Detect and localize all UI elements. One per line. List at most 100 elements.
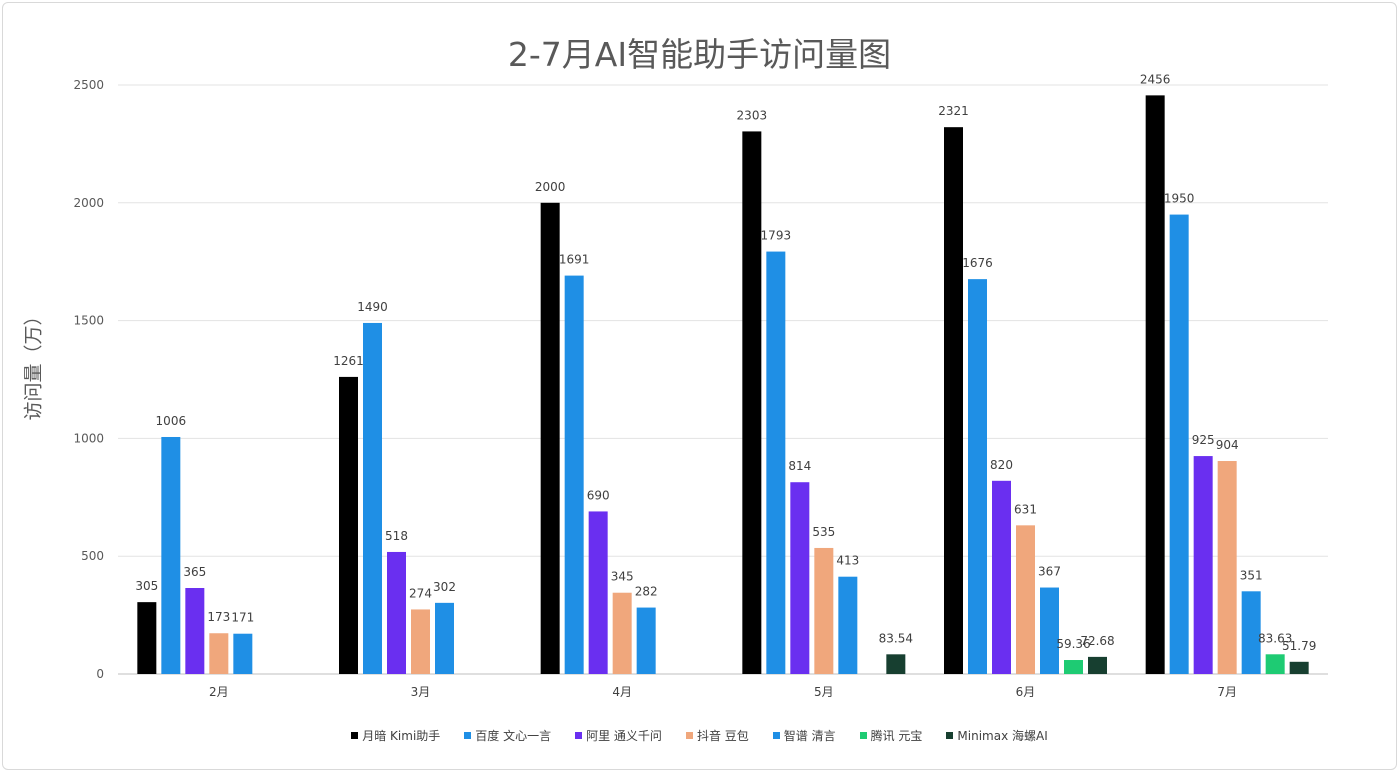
- data-label: 631: [1014, 502, 1037, 516]
- bar: [564, 275, 584, 674]
- data-label: 1691: [559, 253, 590, 267]
- bar: [209, 633, 229, 674]
- bar: [790, 482, 810, 674]
- legend: 月暗 Kimi助手 百度 文心一言 阿里 通义千问 抖音 豆包 智谱 清言 腾讯 元宝 Mi…: [0, 727, 1399, 744]
- x-tick-label: 5月: [814, 685, 834, 699]
- data-label: 690: [587, 488, 610, 502]
- data-label: 72.68: [1080, 634, 1114, 648]
- data-label: 345: [611, 570, 634, 584]
- data-label: 925: [1192, 433, 1215, 447]
- bar: [636, 607, 656, 674]
- data-label: 2303: [737, 108, 768, 122]
- data-label: 51.79: [1282, 639, 1316, 653]
- bar: [766, 251, 786, 674]
- bar: [185, 588, 205, 674]
- legend-swatch: [351, 732, 359, 739]
- y-tick-label: 0: [96, 667, 104, 681]
- data-label: 274: [409, 586, 432, 600]
- bar: [387, 551, 406, 674]
- data-label: 83.63: [1258, 631, 1292, 645]
- data-label: 535: [812, 525, 835, 539]
- bar: [814, 547, 834, 674]
- data-label: 413: [836, 554, 859, 568]
- data-label: 1490: [357, 300, 388, 314]
- legend-swatch: [772, 732, 780, 739]
- legend-label: 智谱 清言: [783, 729, 836, 743]
- legend-label: 抖音 豆包: [696, 729, 749, 743]
- legend-swatch: [859, 732, 867, 739]
- data-label: 1006: [156, 414, 187, 428]
- data-label: 305: [135, 579, 158, 593]
- bar: [1064, 660, 1083, 674]
- x-tick-label: 4月: [612, 685, 632, 699]
- legend-swatch: [946, 732, 954, 739]
- data-label: 2321: [938, 104, 969, 118]
- data-label: 83.54: [879, 631, 913, 645]
- data-label: 282: [635, 585, 658, 599]
- data-label: 367: [1038, 565, 1061, 579]
- bar: [1217, 461, 1237, 674]
- legend-label: 阿里 通义千问: [586, 729, 662, 743]
- bar: [540, 202, 560, 675]
- bar: [1169, 214, 1189, 674]
- data-label: 351: [1240, 568, 1263, 582]
- data-label: 59.36: [1056, 637, 1090, 651]
- legend-item: 抖音 豆包: [685, 727, 749, 744]
- bar: [992, 480, 1011, 674]
- bar: [411, 609, 430, 674]
- bar: [612, 592, 632, 674]
- bar: [1145, 95, 1165, 675]
- bar: [944, 127, 963, 674]
- y-tick-label: 1000: [73, 431, 104, 445]
- x-tick-label: 6月: [1016, 685, 1036, 699]
- data-label: 518: [385, 529, 408, 543]
- data-label: 1261: [333, 354, 364, 368]
- legend-item: 百度 文心一言: [464, 727, 551, 744]
- y-tick-label: 2000: [73, 196, 104, 210]
- legend-item: Minimax 海螺AI: [946, 727, 1048, 744]
- chart-title: 2-7月AI智能助手访问量图: [507, 35, 892, 74]
- legend-label: 百度 文心一言: [475, 729, 552, 743]
- legend-label: Minimax 海螺AI: [957, 729, 1048, 743]
- data-label: 1793: [761, 229, 792, 243]
- legend-swatch: [685, 732, 693, 739]
- data-label: 2000: [535, 180, 566, 194]
- bar: [339, 376, 358, 674]
- bar: [1040, 587, 1059, 674]
- bar: [886, 654, 906, 674]
- bar: [233, 633, 253, 674]
- bar: [435, 602, 454, 674]
- bar: [838, 576, 858, 674]
- data-label: 365: [183, 565, 206, 579]
- x-tick-label: 3月: [411, 685, 431, 699]
- data-label: 1950: [1164, 192, 1195, 206]
- legend-item: 智谱 清言: [772, 727, 836, 744]
- bar: [1241, 591, 1261, 674]
- x-tick-label: 7月: [1217, 685, 1237, 699]
- bar: [968, 279, 987, 674]
- y-tick-label: 1500: [73, 314, 104, 328]
- bar: [363, 322, 382, 674]
- bar: [137, 602, 157, 674]
- bar: [588, 511, 608, 674]
- legend-label: 腾讯 元宝: [870, 729, 923, 743]
- bar: [742, 131, 762, 674]
- data-label: 1676: [962, 256, 993, 270]
- data-label: 173: [207, 610, 230, 624]
- legend-item: 腾讯 元宝: [859, 727, 923, 744]
- data-label: 814: [788, 459, 811, 473]
- legend-label: 月暗 Kimi助手: [362, 729, 441, 743]
- data-label: 302: [433, 580, 456, 594]
- y-tick-label: 2500: [73, 78, 104, 92]
- bar: [1193, 456, 1213, 674]
- data-label: 2456: [1140, 72, 1171, 86]
- legend-item: 月暗 Kimi助手: [351, 727, 440, 744]
- legend-swatch: [575, 732, 583, 739]
- bar: [1088, 656, 1107, 674]
- bar: [161, 436, 181, 674]
- y-tick-label: 500: [81, 549, 104, 563]
- bar: [1265, 654, 1285, 674]
